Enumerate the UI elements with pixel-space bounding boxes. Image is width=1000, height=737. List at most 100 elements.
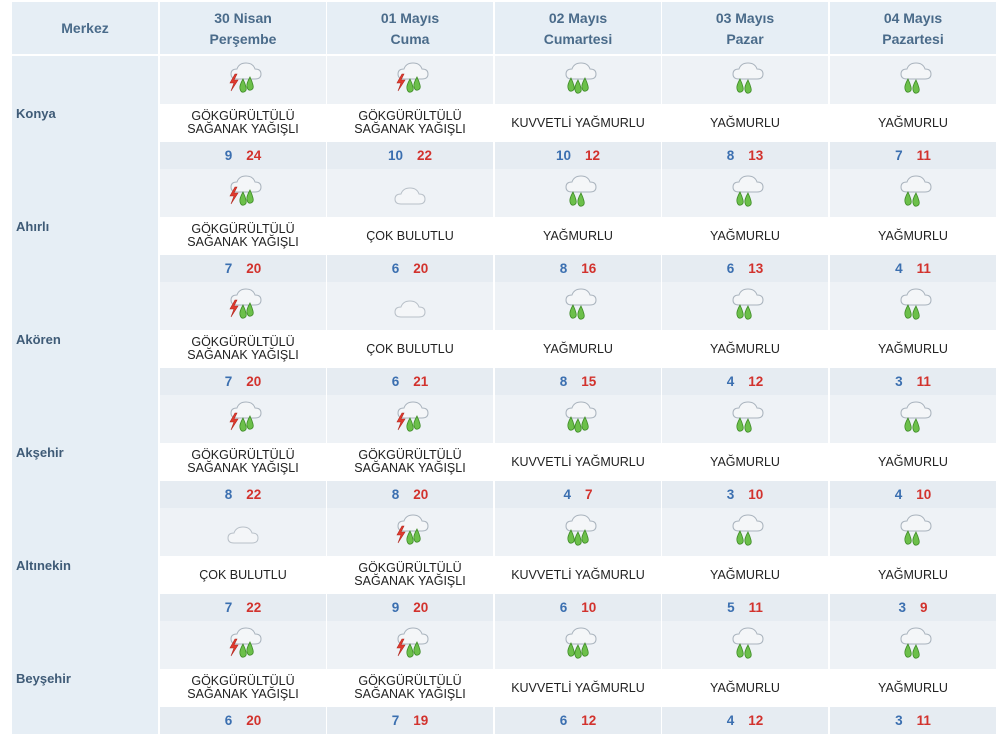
weather-description: YAĞMURLU <box>662 443 828 481</box>
forecast-cell: GÖKGÜRÜLTÜLÜ SAĞANAK YAĞIŞLI 9 20 <box>327 508 493 621</box>
temperature-range: 7 22 <box>160 594 326 621</box>
city-name: Altınekin <box>16 558 71 573</box>
max-temperature: 12 <box>581 713 597 728</box>
icon-band <box>662 621 828 669</box>
weather-description-text: YAĞMURLU <box>710 680 780 695</box>
weather-description: GÖKGÜRÜLTÜLÜ SAĞANAK YAĞIŞLI <box>160 217 326 255</box>
weather-description-text: ÇOK BULUTLU <box>366 228 454 243</box>
temperature-range: 8 13 <box>662 142 828 169</box>
weather-description-text: GÖKGÜRÜLTÜLÜ SAĞANAK YAĞIŞLI <box>187 448 299 475</box>
weather-description: YAĞMURLU <box>662 669 828 707</box>
weather-description: GÖKGÜRÜLTÜLÜ SAĞANAK YAĞIŞLI <box>160 104 326 142</box>
city-row: Konya GÖKGÜRÜLTÜLÜ SAĞANAK YAĞIŞLI 9 24 GÖKG… <box>12 56 998 169</box>
thunderstorm-rain-icon <box>229 62 262 93</box>
min-temperature: 7 <box>224 261 233 276</box>
icon-band <box>495 395 661 443</box>
max-temperature: 20 <box>413 487 429 502</box>
weather-description-text: YAĞMURLU <box>878 680 948 695</box>
max-temperature: 15 <box>581 374 597 389</box>
icon-band <box>662 56 828 104</box>
weather-description: KUVVETLİ YAĞMURLU <box>495 443 661 481</box>
header-day-0: 30 Nisan Perşembe <box>160 2 326 54</box>
weather-description: GÖKGÜRÜLTÜLÜ SAĞANAK YAĞIŞLI <box>327 443 493 481</box>
thunderstorm-rain-icon <box>396 62 429 93</box>
weather-description: GÖKGÜRÜLTÜLÜ SAĞANAK YAĞIŞLI <box>160 443 326 481</box>
city-row: Altınekin ÇOK BULUTLU 7 22 GÖKGÜRÜLTÜLÜ SAĞA… <box>12 508 998 621</box>
thunderstorm-rain-icon <box>229 175 262 206</box>
weather-description-text: KUVVETLİ YAĞMURLU <box>511 115 645 130</box>
weather-description-text: YAĞMURLU <box>878 341 948 356</box>
icon-band <box>495 508 661 556</box>
min-temperature: 8 <box>391 487 400 502</box>
rain-icon <box>732 288 764 320</box>
header-merkez-label: Merkez <box>61 20 109 36</box>
max-temperature: 21 <box>413 374 429 389</box>
temperature-range: 5 11 <box>662 594 828 621</box>
min-temperature: 6 <box>391 261 400 276</box>
thunderstorm-rain-icon <box>229 288 262 319</box>
icon-band <box>327 169 493 217</box>
temperature-range: 4 12 <box>662 707 828 734</box>
forecast-cell: YAĞMURLU 8 16 <box>495 169 661 282</box>
max-temperature: 10 <box>916 487 932 502</box>
icon-band <box>830 395 996 443</box>
weather-description: YAĞMURLU <box>830 330 996 368</box>
header-weekday: Pazar <box>726 31 764 47</box>
city-cell: Akşehir <box>12 395 158 508</box>
forecast-cell: GÖKGÜRÜLTÜLÜ SAĞANAK YAĞIŞLI 8 22 <box>160 395 326 508</box>
temperature-range: 4 11 <box>830 255 996 282</box>
weather-description: YAĞMURLU <box>830 669 996 707</box>
min-temperature: 7 <box>224 600 233 615</box>
min-temperature: 7 <box>391 713 400 728</box>
weather-description: GÖKGÜRÜLTÜLÜ SAĞANAK YAĞIŞLI <box>327 104 493 142</box>
forecast-cell: YAĞMURLU 3 11 <box>830 282 996 395</box>
weather-description-text: YAĞMURLU <box>878 454 948 469</box>
weather-description-text: GÖKGÜRÜLTÜLÜ SAĞANAK YAĞIŞLI <box>354 561 466 588</box>
weather-description: YAĞMURLU <box>495 217 661 255</box>
min-temperature: 8 <box>224 487 233 502</box>
min-temperature: 6 <box>559 713 568 728</box>
min-temperature: 4 <box>895 261 903 276</box>
rain-icon <box>565 175 597 207</box>
city-name: Konya <box>16 106 56 121</box>
forecast-cell: GÖKGÜRÜLTÜLÜ SAĞANAK YAĞIŞLI 7 20 <box>160 282 326 395</box>
icon-band <box>830 621 996 669</box>
header-date: 03 Mayıs <box>715 10 775 26</box>
weather-description-text: GÖKGÜRÜLTÜLÜ SAĞANAK YAĞIŞLI <box>354 109 466 136</box>
rain-icon <box>732 62 764 94</box>
weather-description-text: GÖKGÜRÜLTÜLÜ SAĞANAK YAĞIŞLI <box>187 222 299 249</box>
cloudy-icon <box>227 526 259 544</box>
forecast-cell: KUVVETLİ YAĞMURLU 4 7 <box>495 395 661 508</box>
weather-description-text: YAĞMURLU <box>710 115 780 130</box>
weather-description: YAĞMURLU <box>662 217 828 255</box>
forecast-cell: GÖKGÜRÜLTÜLÜ SAĞANAK YAĞIŞLI 7 19 <box>327 621 493 734</box>
temperature-range: 4 12 <box>662 368 828 395</box>
weather-description: ÇOK BULUTLU <box>327 330 493 368</box>
city-cell: Ahırlı <box>12 169 158 282</box>
forecast-cell: YAĞMURLU 5 11 <box>662 508 828 621</box>
thunderstorm-rain-icon <box>396 401 429 432</box>
min-temperature: 9 <box>391 600 400 615</box>
max-temperature: 11 <box>748 600 763 615</box>
max-temperature: 9 <box>920 600 928 615</box>
temperature-range: 3 11 <box>830 368 996 395</box>
weather-description-text: GÖKGÜRÜLTÜLÜ SAĞANAK YAĞIŞLI <box>354 674 466 701</box>
temperature-range: 7 19 <box>327 707 493 734</box>
forecast-cell: KUVVETLİ YAĞMURLU 10 12 <box>495 56 661 169</box>
min-temperature: 8 <box>559 374 568 389</box>
header-date: 01 Mayıs <box>380 10 440 26</box>
city-cell: Konya <box>12 56 158 169</box>
weather-description: YAĞMURLU <box>495 330 661 368</box>
city-cell: Akören <box>12 282 158 395</box>
icon-band <box>160 621 326 669</box>
icon-band <box>160 56 326 104</box>
city-row: Beyşehir GÖKGÜRÜLTÜLÜ SAĞANAK YAĞIŞLI 6 20 G… <box>12 621 998 734</box>
rain-icon <box>900 288 932 320</box>
temperature-range: 3 11 <box>830 707 996 734</box>
weather-description-text: YAĞMURLU <box>543 341 613 356</box>
weather-description-text: GÖKGÜRÜLTÜLÜ SAĞANAK YAĞIŞLI <box>187 335 299 362</box>
forecast-cell: YAĞMURLU 7 11 <box>830 56 996 169</box>
icon-band <box>662 395 828 443</box>
forecast-cell: KUVVETLİ YAĞMURLU 6 12 <box>495 621 661 734</box>
